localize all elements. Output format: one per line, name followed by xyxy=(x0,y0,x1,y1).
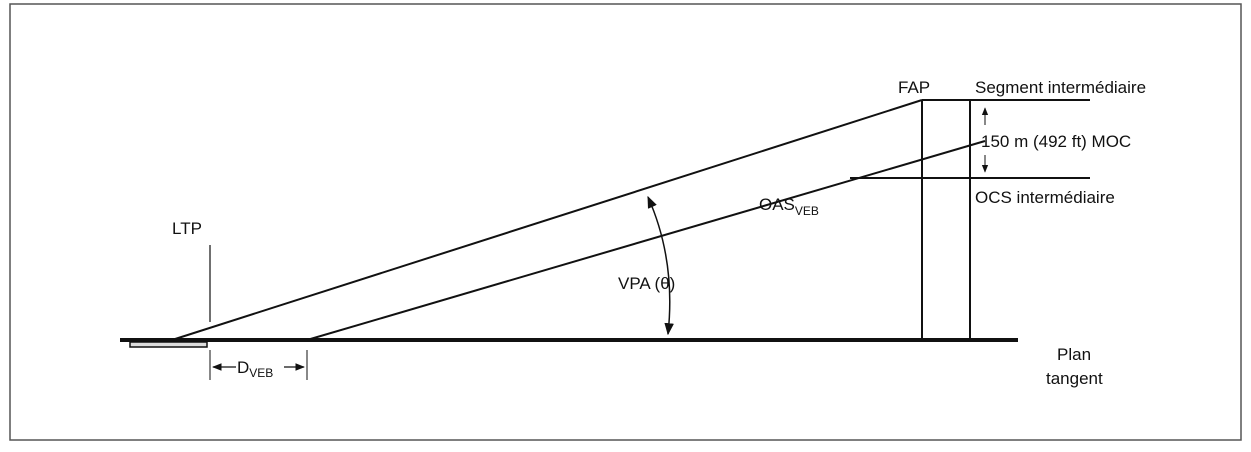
vpa-arc xyxy=(647,195,674,336)
plan-label-2: tangent xyxy=(1046,369,1103,388)
moc-label: 150 m (492 ft) MOC xyxy=(981,132,1131,151)
plan-label-1: Plan xyxy=(1057,345,1091,364)
oas-sub: VEB xyxy=(795,204,819,218)
oas-line xyxy=(306,140,986,341)
fap-label: FAP xyxy=(898,78,930,97)
frame xyxy=(9,3,1242,441)
ocs-label: OCS intermédiaire xyxy=(975,188,1115,207)
oas-label: OASVEB xyxy=(759,195,819,218)
runway xyxy=(129,341,208,348)
dveb-sub: VEB xyxy=(249,366,273,380)
lines xyxy=(120,99,1090,380)
dveb-label: DVEB xyxy=(237,358,273,380)
segment-label: Segment intermédiaire xyxy=(975,78,1146,97)
vpa-label: VPA (θ) xyxy=(618,274,675,293)
oas-main: OAS xyxy=(759,195,795,214)
ltp-label: LTP xyxy=(172,219,202,238)
glide-path xyxy=(171,99,923,341)
dveb-main: D xyxy=(237,358,249,377)
